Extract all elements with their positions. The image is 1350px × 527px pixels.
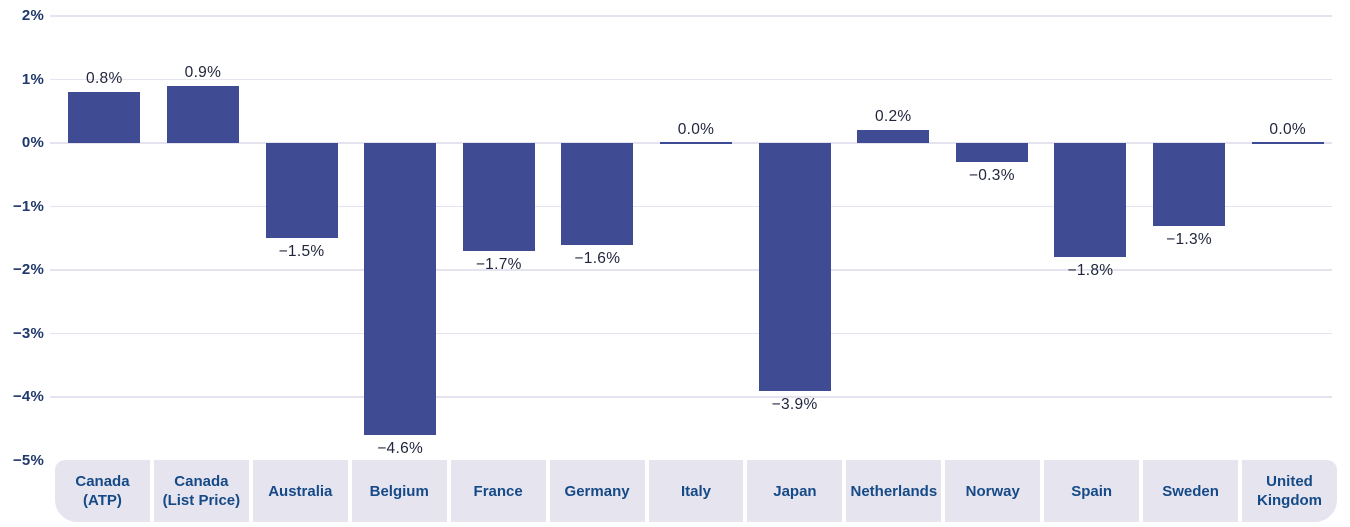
bar-france <box>462 143 535 251</box>
category-cell-canada-atp: Canada (ATP) <box>55 460 150 522</box>
category-cell-italy: Italy <box>648 460 744 522</box>
value-label-belgium: −4.6% <box>377 440 424 458</box>
bar-spain <box>1054 143 1127 258</box>
bar-italy <box>660 141 732 144</box>
category-cell-norway: Norway <box>945 460 1041 522</box>
value-label-australia: −1.5% <box>278 243 325 261</box>
category-cell-belgium: Belgium <box>351 460 447 522</box>
bar-canada-list-price <box>166 85 239 143</box>
value-label-netherlands: 0.2% <box>874 108 912 126</box>
y-tick-label: −3% <box>12 324 44 342</box>
category-cell-canada-list-price: Canada (List Price) <box>153 460 249 522</box>
value-label-italy: 0.0% <box>677 121 715 138</box>
gridline-−2% <box>50 269 1332 271</box>
value-label-norway: −0.3% <box>968 167 1015 185</box>
value-label-canada-list-price: 0.9% <box>184 63 222 81</box>
y-tick-label: −5% <box>12 451 44 469</box>
value-label-spain: −1.8% <box>1067 262 1114 280</box>
gridline-−1% <box>50 205 1332 208</box>
y-tick-label: 2% <box>21 7 44 24</box>
category-cell-netherlands: Netherlands <box>846 460 942 522</box>
value-label-japan: −3.9% <box>771 395 818 413</box>
x-axis-category-band: Canada (ATP) Canada (List Price) Australia… <box>55 460 1337 522</box>
category-cell-germany: Germany <box>549 460 645 522</box>
bar-germany <box>561 143 634 245</box>
bar-norway <box>955 143 1028 163</box>
bar-netherlands <box>857 130 930 143</box>
bar-sweden <box>1153 143 1226 226</box>
y-tick-label: −2% <box>12 261 44 278</box>
category-cell-sweden: Sweden <box>1143 460 1239 522</box>
gridline-2% <box>50 15 1332 17</box>
y-tick-label: 0% <box>21 134 44 151</box>
category-cell-spain: Spain <box>1044 460 1140 522</box>
category-cell-japan: Japan <box>747 460 843 522</box>
gridline-−4% <box>50 396 1332 398</box>
bar-united-kingdom <box>1251 141 1324 144</box>
y-tick-label: −4% <box>12 388 44 405</box>
value-label-united-kingdom: 0.0% <box>1269 121 1306 138</box>
value-label-france: −1.7% <box>475 255 522 273</box>
value-label-canada-atp: 0.8% <box>86 70 123 88</box>
category-cell-united-kingdom: United Kingdom <box>1242 460 1337 522</box>
y-tick-label: −1% <box>12 197 44 215</box>
bar-belgium <box>364 143 437 436</box>
value-label-sweden: −1.3% <box>1166 230 1212 248</box>
bar-japan <box>758 143 831 391</box>
category-cell-france: France <box>450 460 546 522</box>
category-cell-australia: Australia <box>252 460 348 522</box>
value-label-germany: −1.6% <box>574 249 621 267</box>
y-tick-label: 1% <box>21 70 44 88</box>
gridline-1% <box>50 78 1332 81</box>
gridline-−3% <box>50 332 1332 335</box>
bar-canada-atp <box>68 92 141 143</box>
bar-australia <box>265 143 338 239</box>
